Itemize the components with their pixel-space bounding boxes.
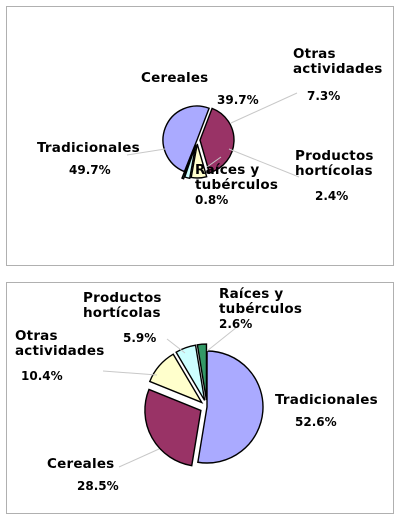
label-raices-tuberculos: Raíces y tubérculos 2.6%: [219, 286, 303, 332]
label-tradicionales-pct: 49.7%: [69, 163, 111, 177]
pie-chart-top: [126, 92, 300, 180]
leader-line: [102, 370, 158, 376]
label-tradicionales: Tradicionales: [37, 140, 140, 156]
label-otras-actividades-pct: 10.4%: [21, 369, 63, 383]
pie-slice-otras-actividades: [148, 353, 204, 404]
label-tradicionales-pct: 52.6%: [295, 415, 337, 429]
label-cereales-pct: 28.5%: [77, 479, 119, 493]
chart-panel-top: Cereales 39.7% Otras actividades 7.3% Tr…: [6, 6, 394, 266]
leader-line: [230, 92, 298, 124]
label-productos-horticolas-pct: 5.9%: [123, 331, 157, 345]
leader-line: [166, 338, 186, 354]
pie-slice-productos-horticolas: [175, 344, 206, 401]
label-productos-horticolas: Productos hortícolas: [83, 290, 162, 321]
chart-panel-bottom: Productos hortícolas 5.9% Raíces y tubér…: [6, 282, 394, 514]
label-cereales-name: Cereales: [141, 70, 209, 86]
leader-line: [118, 448, 160, 468]
label-cereales-pct: 39.7%: [217, 93, 259, 107]
pie-slice-raices-y-tuberculos: [181, 146, 196, 180]
label-otras-actividades: Otras actividades: [15, 328, 105, 359]
leader-line: [206, 326, 238, 352]
pie-slice-tradicionales: [162, 105, 210, 173]
pie-slice-cereales: [199, 107, 235, 174]
pie-chart-bottom: [102, 326, 264, 468]
leader-line: [126, 148, 166, 156]
label-otras-actividades-pct: 7.3%: [307, 89, 341, 103]
label-cereales: Cereales: [141, 71, 208, 86]
pie-slice-raices-y-tuberculos: [196, 343, 208, 401]
label-productos-horticolas: Productos hortícolas: [295, 148, 374, 179]
label-productos-horticolas-pct: 2.4%: [315, 189, 349, 203]
label-cereales: Cereales: [47, 456, 115, 472]
leader-line: [228, 148, 300, 178]
pie-slice-cereales: [144, 388, 202, 467]
pie-slice-tradicionales: [197, 350, 264, 464]
label-raices-tuberculos: Raíces y tubérculos 0.8%: [195, 162, 279, 208]
label-tradicionales: Tradicionales: [275, 392, 378, 408]
pie-slice-otras-actividades: [190, 143, 208, 179]
leader-line: [206, 156, 222, 168]
label-otras-actividades: Otras actividades: [293, 46, 383, 77]
